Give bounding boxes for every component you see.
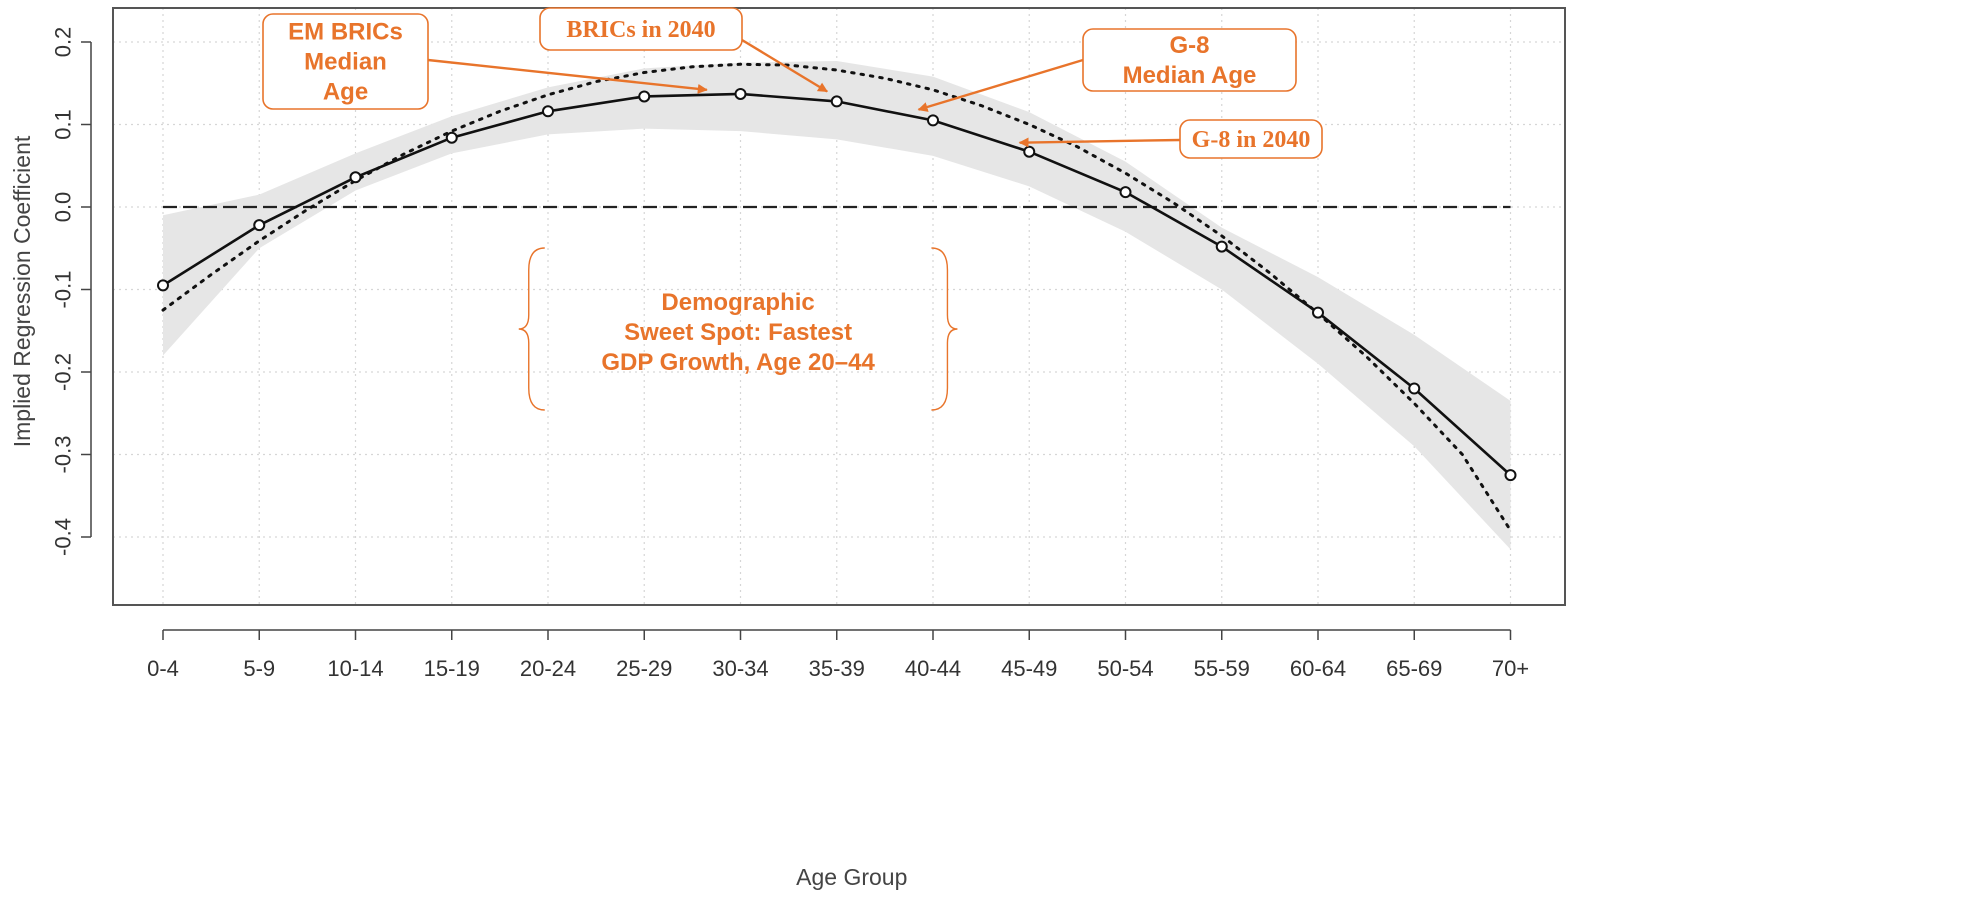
- callout-g8-2040: G-8 in 2040: [1018, 119, 1323, 159]
- data-point: [157, 279, 169, 292]
- x-axis-title: Age Group: [796, 864, 907, 890]
- x-tick-label: 30-34: [712, 656, 768, 681]
- y-tick-label: -0.3: [51, 436, 76, 474]
- sweet-spot-label: GDP Growth, Age 20–44: [601, 349, 875, 376]
- x-tick-label: 15-19: [424, 656, 480, 681]
- x-tick-label: 25-29: [616, 656, 672, 681]
- callout-arrow: [1018, 137, 1181, 148]
- data-point: [1215, 240, 1228, 253]
- callout-box: [262, 13, 429, 110]
- sweet-spot-label: Sweet Spot: Fastest: [624, 319, 852, 346]
- x-tick-label: 55-59: [1194, 656, 1250, 681]
- data-point: [445, 131, 458, 144]
- callout-label: EM BRICs: [288, 19, 403, 46]
- y-tick-label: 0.2: [51, 27, 76, 58]
- x-tick-label: 5-9: [243, 656, 275, 681]
- data-point: [1023, 145, 1036, 158]
- data-point: [830, 95, 843, 108]
- callout-brics-2040: BRICs in 2040: [539, 7, 828, 93]
- y-tick-label: 0.0: [51, 192, 76, 223]
- callout-box: [1179, 119, 1323, 159]
- y-axis-title: Implied Regression Coefficient: [9, 135, 35, 447]
- x-tick-label: 0-4: [147, 656, 179, 681]
- x-tick-label: 35-39: [809, 656, 865, 681]
- callout-label: Median: [304, 49, 387, 76]
- data-point: [253, 219, 266, 232]
- coefficient-markers: [157, 87, 1517, 482]
- callout-arrow: [741, 38, 828, 93]
- x-tick-label: 60-64: [1290, 656, 1346, 681]
- callout-arrow: [917, 58, 1084, 112]
- data-point: [927, 114, 939, 127]
- x-tick-label: 20-24: [520, 656, 576, 681]
- callout-box: [539, 7, 743, 51]
- callout-em-brics-median-age: EM BRICs Median Age: [262, 13, 708, 110]
- left-brace: [518, 247, 545, 411]
- y-tick-label: 0.1: [51, 109, 76, 140]
- data-point: [734, 87, 747, 100]
- x-axis: 0-4 5-9 10-14 15-19 20-24 25-29 30-34 35-39 40-4…: [147, 629, 1529, 681]
- data-point: [638, 90, 651, 103]
- sweet-spot-label: Demographic: [661, 289, 814, 316]
- sweet-spot-annotation: Demographic Sweet Spot: Fastest GDP Growth…: [518, 247, 958, 411]
- data-point: [1312, 306, 1324, 319]
- callout-label: G-8: [1169, 32, 1209, 59]
- callout-annotations: EM BRICs Median Age BRICs in 2040 G-8 Median …: [262, 7, 1323, 159]
- x-tick-label: 65-69: [1386, 656, 1442, 681]
- x-tick-label: 10-14: [327, 656, 383, 681]
- callout-label: Median Age: [1123, 62, 1257, 89]
- y-tick-label: -0.2: [51, 353, 76, 391]
- data-point: [542, 105, 554, 118]
- data-point: [349, 171, 362, 184]
- y-tick-label: -0.4: [51, 518, 76, 556]
- y-axis: 0.2 0.1 0.0 -0.1 -0.2 -0.3 -0.4: [51, 27, 92, 556]
- callout-arrow: [427, 58, 708, 94]
- data-point: [1119, 186, 1132, 199]
- callout-label: G-8 in 2040: [1192, 127, 1311, 153]
- callout-label: BRICs in 2040: [566, 17, 715, 43]
- callout-g8-median-age: G-8 Median Age: [917, 28, 1297, 112]
- x-tick-label: 70+: [1492, 656, 1529, 681]
- data-point: [1408, 382, 1421, 395]
- data-point: [1504, 469, 1517, 482]
- y-tick-label: -0.1: [51, 271, 76, 309]
- plot-frame: [112, 7, 1566, 606]
- x-tick-label: 50-54: [1097, 656, 1153, 681]
- x-tick-label: 40-44: [905, 656, 961, 681]
- callout-label: Age: [323, 79, 368, 106]
- x-tick-label: 45-49: [1001, 656, 1057, 681]
